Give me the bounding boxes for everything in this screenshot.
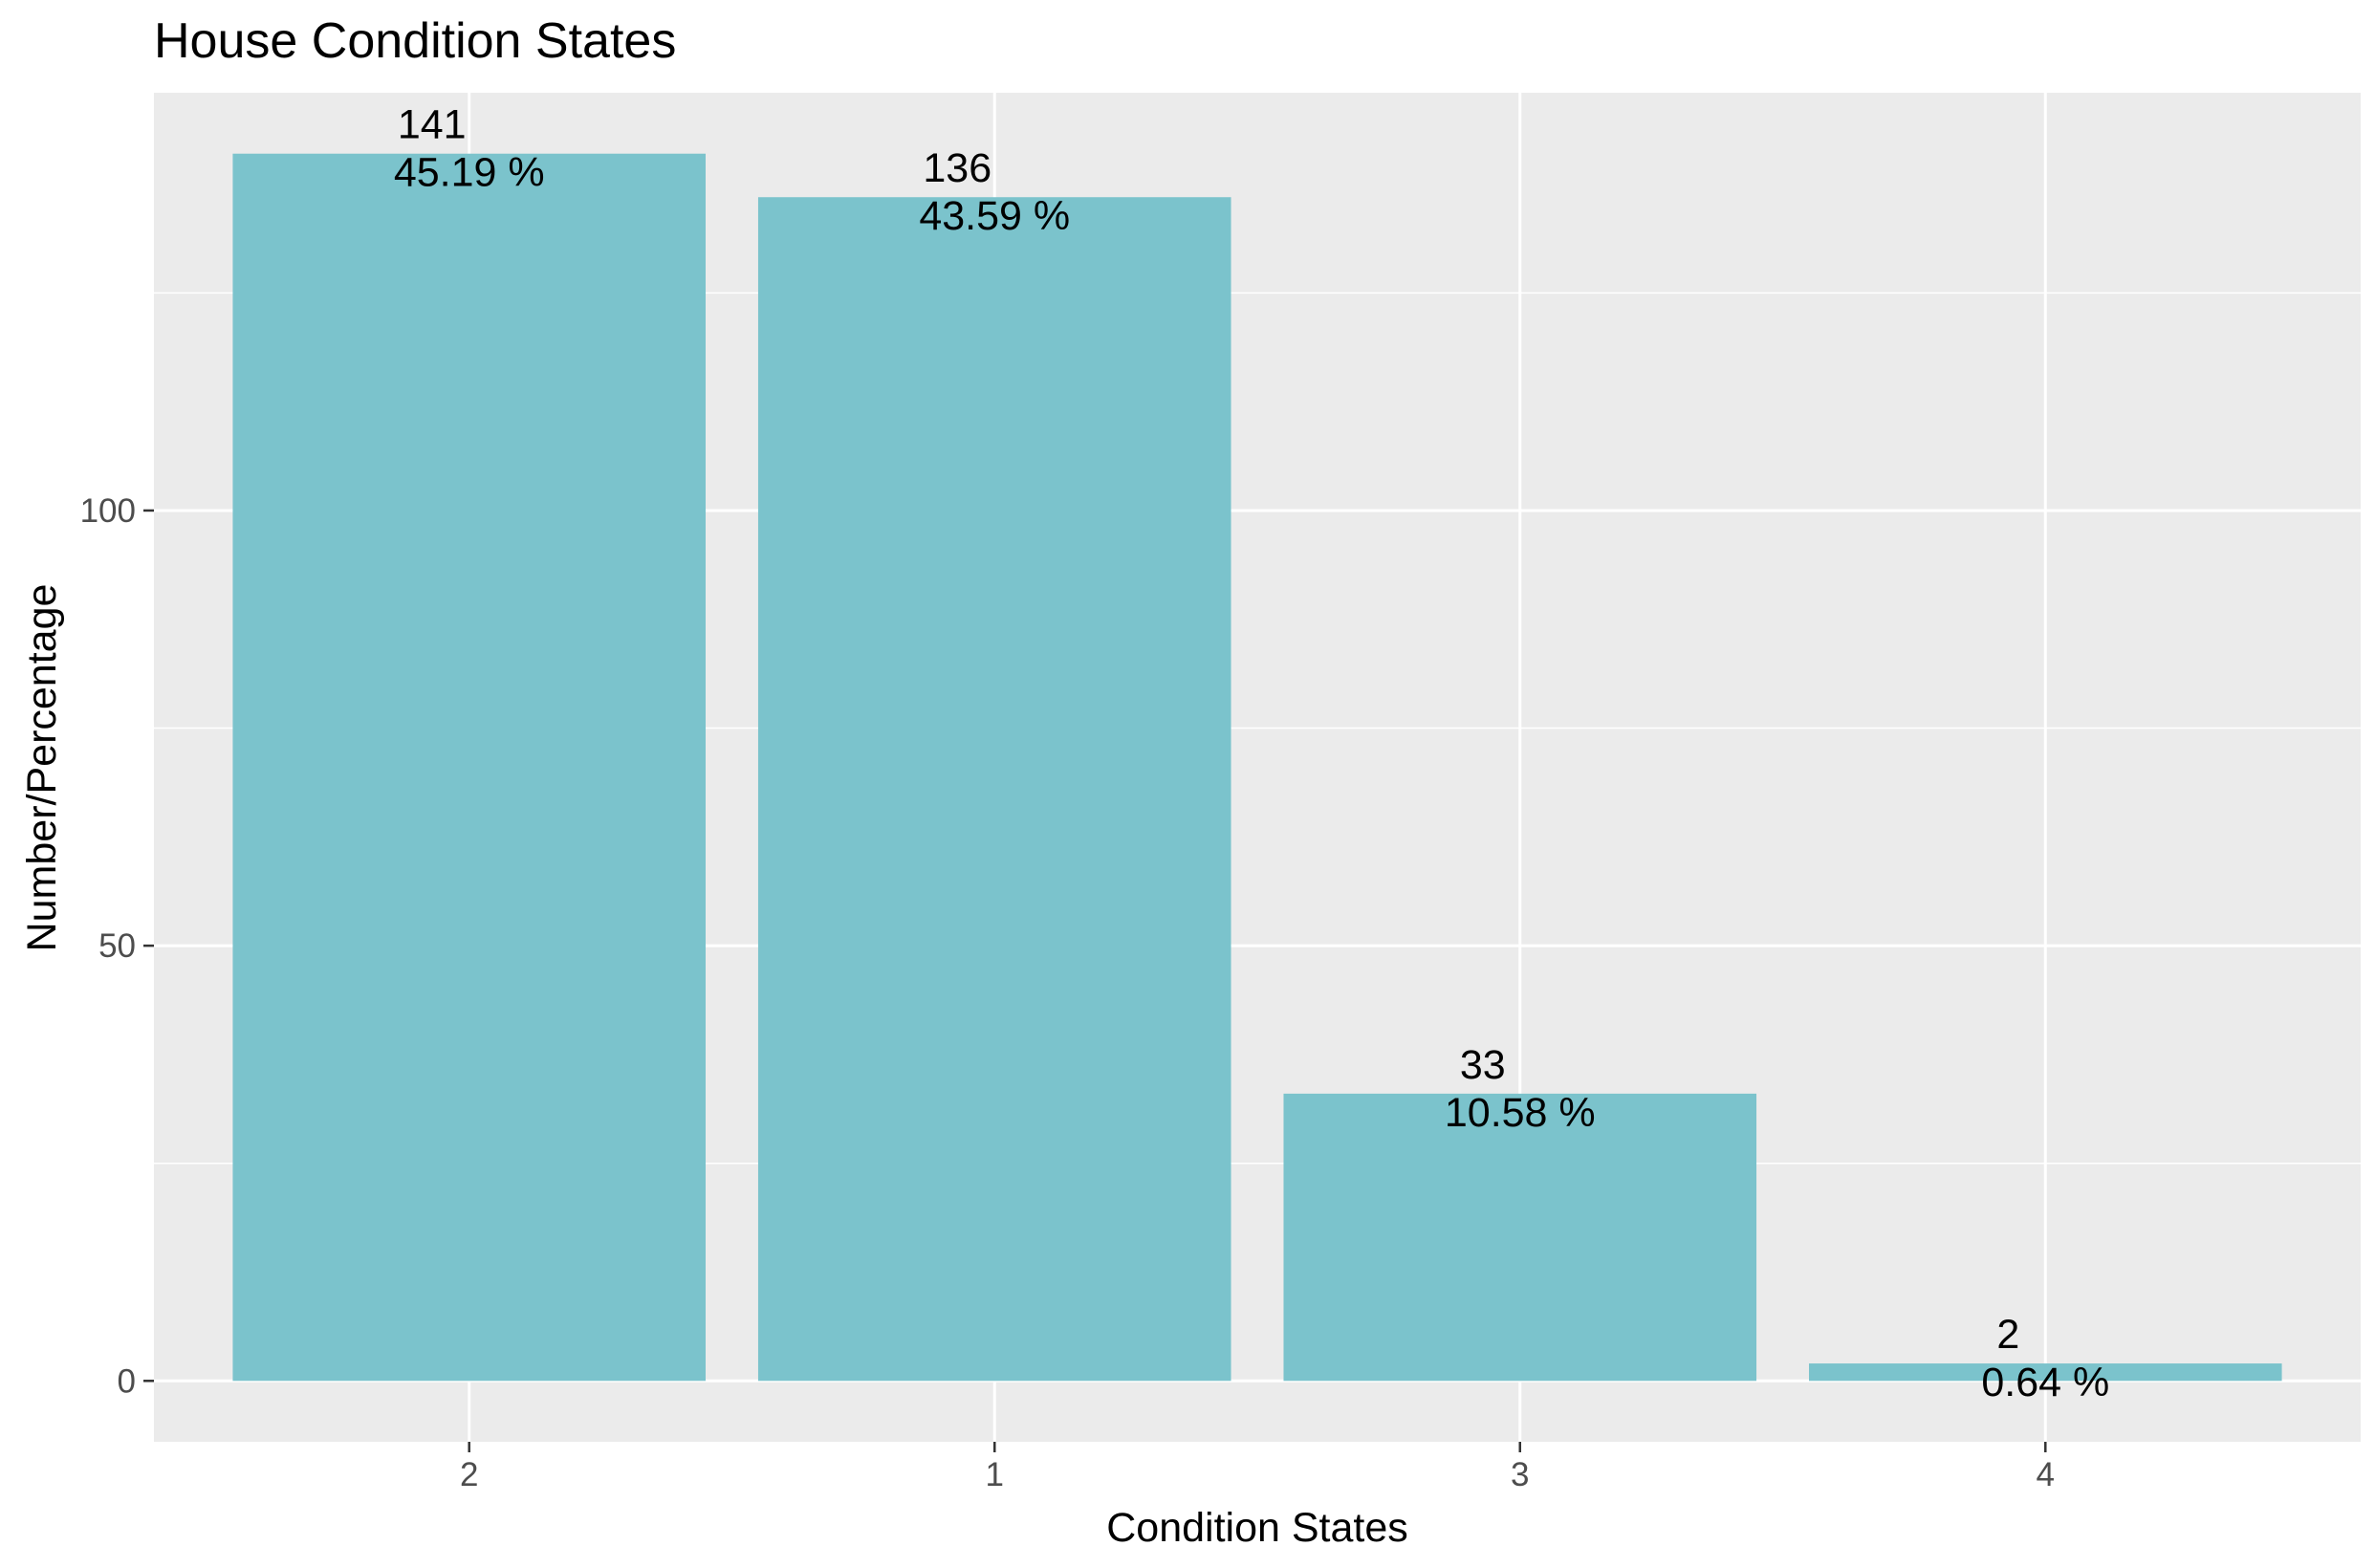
- bar-4: [1809, 1363, 2282, 1382]
- data-label-percent: 10.58 %: [1445, 1090, 1596, 1136]
- y-axis-title: Number/Percentage: [19, 584, 65, 952]
- bars: [232, 153, 2282, 1382]
- x-tick-label: 2: [460, 1456, 478, 1493]
- y-tick-label: 50: [98, 927, 136, 965]
- data-label-percent: 43.59 %: [919, 193, 1070, 239]
- data-label-percent: 0.64 %: [1981, 1360, 2109, 1405]
- data-label-count: 141: [398, 102, 467, 148]
- x-axis-title: Condition States: [1106, 1505, 1408, 1551]
- y-tick-label: 0: [118, 1362, 136, 1400]
- x-tick-label: 3: [1511, 1456, 1529, 1493]
- y-tick-label: 100: [80, 492, 136, 530]
- chart-title: House Condition States: [154, 13, 676, 69]
- data-label-percent: 45.19 %: [394, 150, 545, 196]
- data-label-count: 136: [923, 145, 991, 191]
- axes: 0 50 100 2 1 3 4: [80, 492, 2055, 1493]
- bar-2: [232, 153, 706, 1382]
- data-label-count: 2: [1996, 1312, 2019, 1358]
- bar-3: [1283, 1093, 1757, 1382]
- bar-1: [757, 197, 1231, 1382]
- x-tick-label: 4: [2037, 1456, 2055, 1493]
- x-tick-label: 1: [986, 1456, 1004, 1493]
- data-label-count: 33: [1460, 1042, 1506, 1088]
